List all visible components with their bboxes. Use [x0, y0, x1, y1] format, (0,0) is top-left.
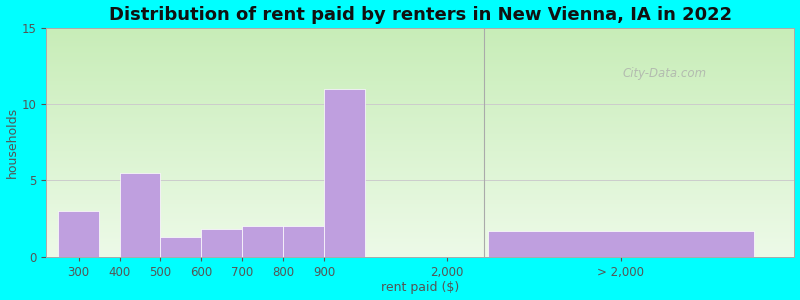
Bar — [488, 231, 754, 256]
Bar — [58, 211, 99, 256]
Bar — [324, 89, 365, 256]
Y-axis label: households: households — [6, 107, 18, 178]
Bar — [242, 226, 283, 256]
Bar — [119, 173, 161, 256]
X-axis label: rent paid ($): rent paid ($) — [381, 281, 459, 294]
Bar — [202, 229, 242, 256]
Text: City-Data.com: City-Data.com — [622, 67, 706, 80]
Bar — [283, 226, 324, 256]
Bar — [161, 237, 202, 256]
Title: Distribution of rent paid by renters in New Vienna, IA in 2022: Distribution of rent paid by renters in … — [109, 6, 732, 24]
